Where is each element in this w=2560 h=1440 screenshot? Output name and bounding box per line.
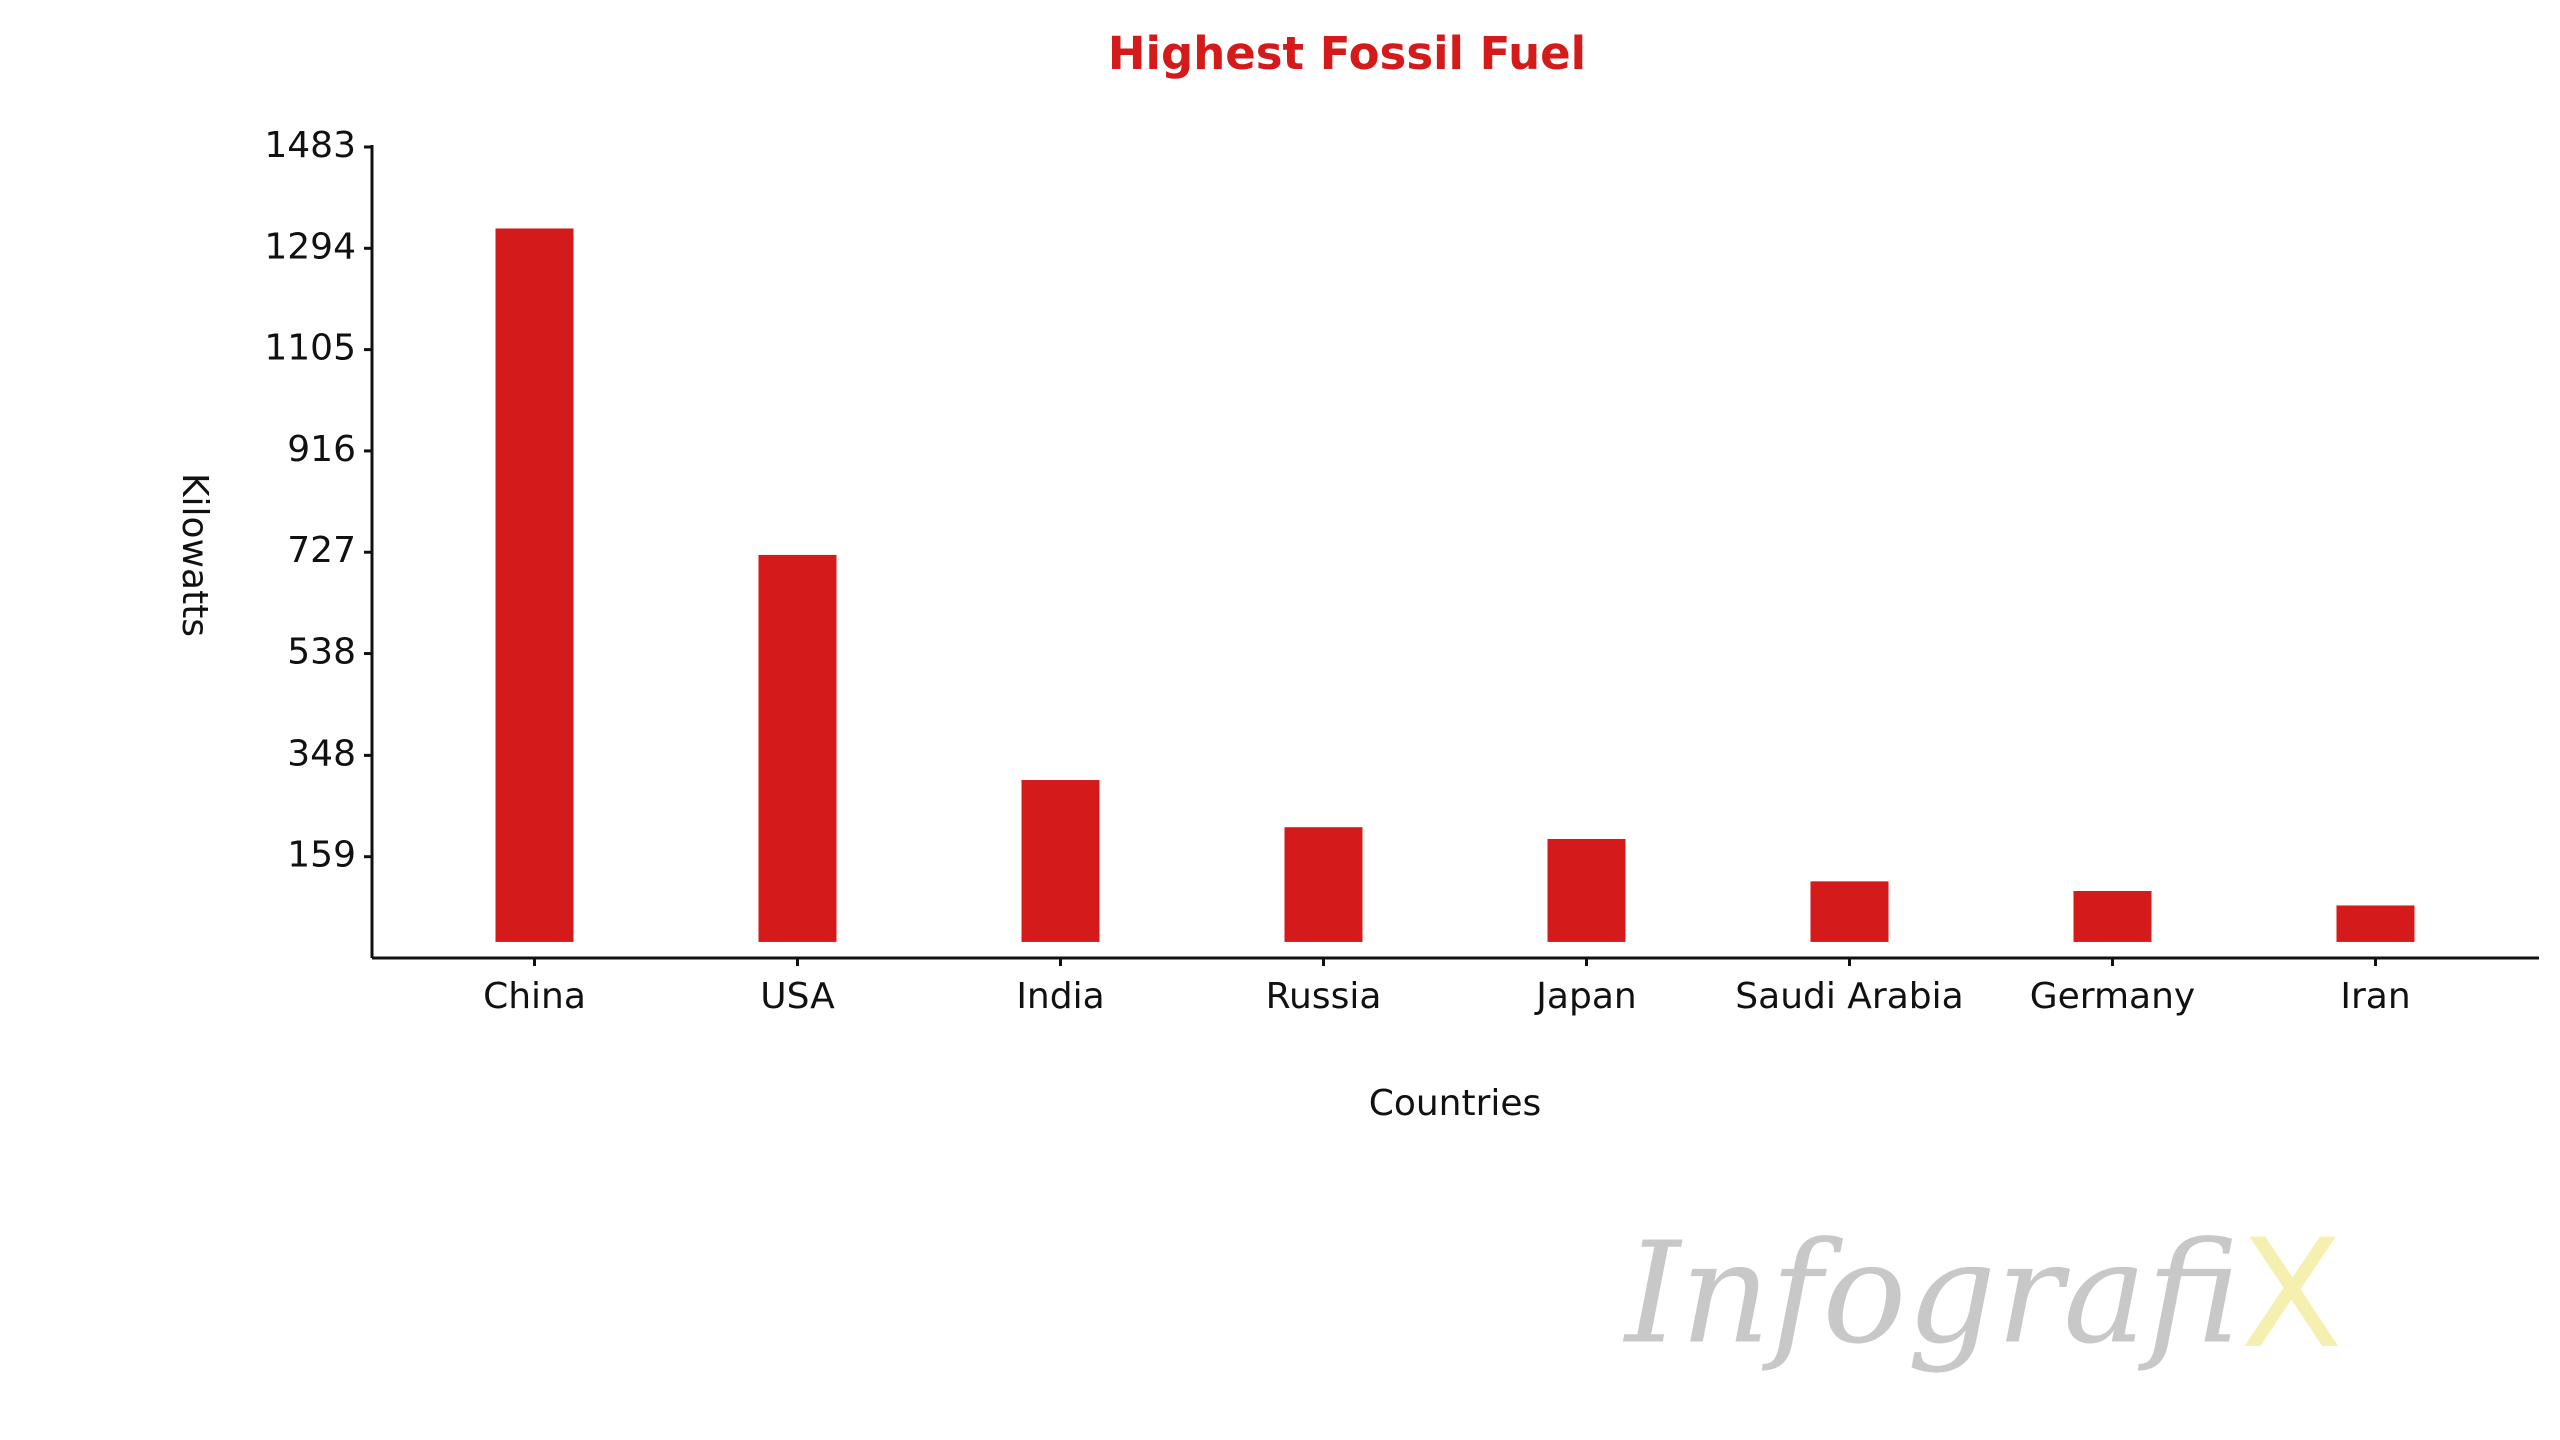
bar <box>1021 780 1100 942</box>
bar <box>1810 881 1889 942</box>
x-tick-label: Germany <box>2030 976 2195 1017</box>
y-tick-label: 1294 <box>264 226 356 267</box>
y-tick-label: 1483 <box>264 125 356 166</box>
bar <box>2073 890 2152 942</box>
bar <box>1284 827 1363 942</box>
chart-title: Highest Fossil Fuel <box>1108 27 1586 80</box>
y-tick-label: 348 <box>287 733 356 774</box>
x-tick-label: USA <box>760 976 835 1017</box>
y-tick-label: 727 <box>287 530 356 571</box>
x-axis-label: Countries <box>1369 1083 1542 1124</box>
x-tick-label: Japan <box>1534 976 1636 1017</box>
bar <box>1547 839 1626 942</box>
x-tick-label: Saudi Arabia <box>1735 976 1963 1017</box>
x-tick-label: China <box>483 976 586 1017</box>
y-tick-label: 916 <box>287 429 356 470</box>
watermark-mark: X <box>2240 1208 2343 1382</box>
y-axis-label: Kilowatts <box>174 473 215 637</box>
y-tick-label: 1105 <box>264 328 356 369</box>
x-tick-label: Iran <box>2340 976 2410 1017</box>
bar <box>2336 905 2415 942</box>
y-tick-label: 538 <box>287 632 356 673</box>
x-tick-label: India <box>1016 976 1104 1017</box>
x-tick-label: Russia <box>1266 976 1382 1017</box>
y-tick-label: 159 <box>287 835 356 876</box>
bar <box>758 554 837 942</box>
watermark: Infografi <box>1622 1213 2240 1376</box>
bar <box>495 228 574 942</box>
